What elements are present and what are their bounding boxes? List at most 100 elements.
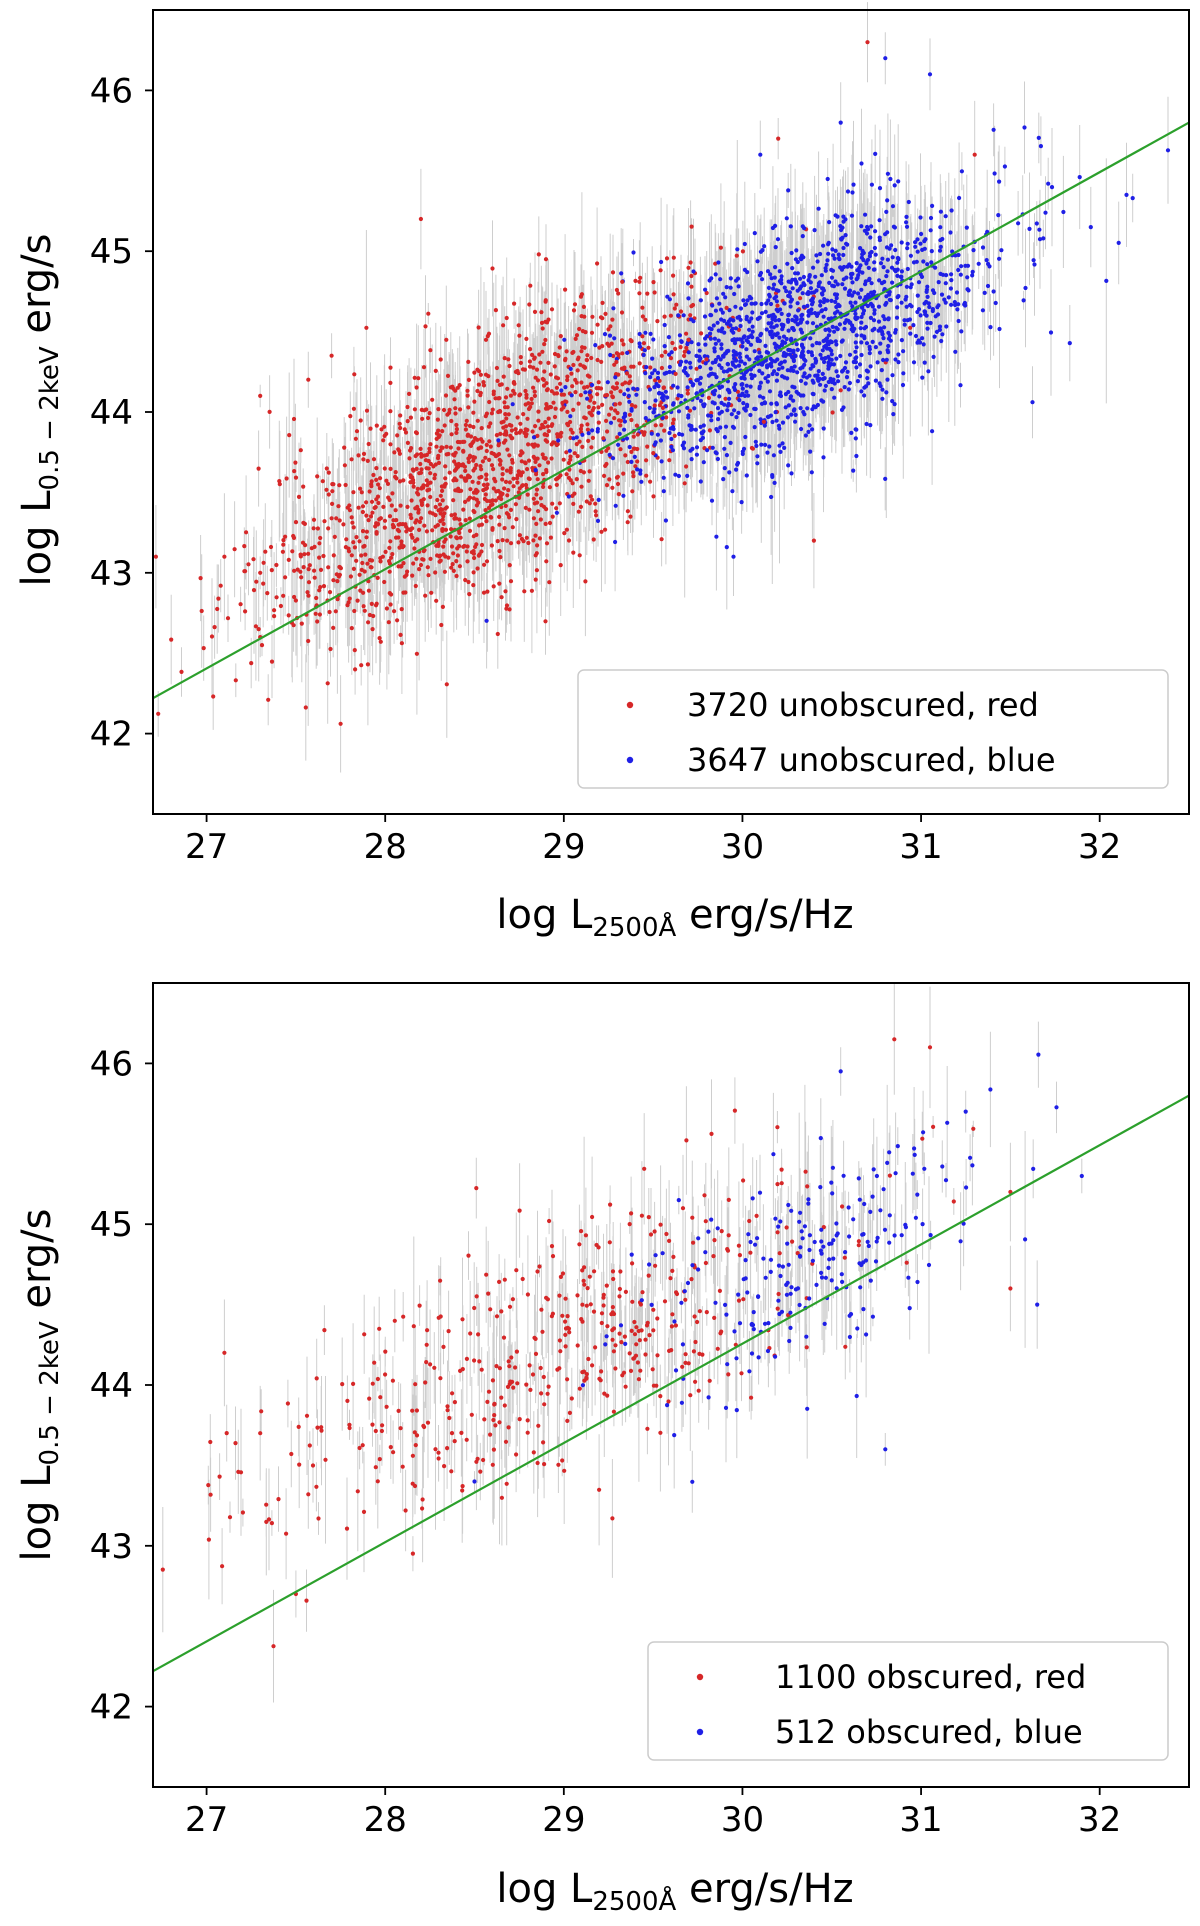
data-point-blue: [921, 342, 926, 347]
data-point-blue: [819, 273, 824, 278]
data-point-red: [724, 305, 729, 310]
data-point-red: [499, 595, 504, 600]
data-point-red: [415, 486, 420, 491]
data-point-red: [336, 504, 341, 509]
data-point-blue: [782, 301, 787, 306]
data-point-red: [590, 435, 596, 440]
data-point-blue: [709, 413, 714, 419]
data-point-blue: [891, 412, 896, 417]
data-point-blue: [956, 267, 961, 273]
data-point-red: [452, 1439, 457, 1444]
data-point-red: [209, 634, 215, 639]
data-point-blue: [810, 407, 815, 412]
data-point-blue: [930, 203, 935, 208]
data-point-blue: [826, 360, 831, 365]
data-point-red: [333, 609, 338, 614]
data-point-red: [564, 450, 569, 455]
data-point-blue: [862, 228, 868, 233]
data-point-blue: [944, 324, 949, 329]
data-point-red: [558, 1349, 563, 1354]
data-point-red: [518, 428, 524, 433]
data-point-red: [640, 334, 645, 339]
data-point-blue: [875, 1235, 880, 1240]
data-point-blue: [749, 376, 755, 381]
data-point-red: [589, 445, 594, 450]
data-point-blue: [1104, 278, 1109, 283]
data-point-red: [281, 542, 286, 547]
data-point-red: [475, 367, 480, 372]
data-point-blue: [734, 467, 739, 472]
data-point-red: [531, 1450, 536, 1455]
data-point-red: [369, 499, 375, 504]
data-point-red: [472, 436, 478, 441]
data-point-blue: [857, 362, 863, 367]
data-point-blue: [695, 378, 701, 383]
data-point-blue: [690, 1479, 695, 1484]
data-point-blue: [768, 1269, 773, 1274]
y-tick-label: 45: [90, 1205, 133, 1245]
data-point-red: [483, 508, 488, 513]
data-point-blue: [881, 357, 886, 363]
data-point-red: [856, 1243, 861, 1248]
data-point-red: [412, 546, 417, 551]
data-point-red: [573, 336, 578, 341]
data-point-blue: [724, 1312, 729, 1317]
data-point-blue: [663, 518, 669, 523]
data-point-blue: [761, 1256, 766, 1261]
data-point-red: [314, 1484, 319, 1489]
data-point-blue: [715, 320, 720, 325]
data-point-blue: [884, 274, 889, 279]
data-point-red: [593, 501, 598, 506]
data-point-red: [474, 462, 479, 468]
data-point-red: [693, 1379, 698, 1384]
data-point-blue: [713, 341, 718, 346]
data-point-red: [557, 1338, 563, 1343]
data-point-blue: [800, 291, 805, 296]
data-point-red: [520, 483, 525, 488]
data-point-red: [587, 1274, 592, 1279]
data-point-red: [590, 1363, 595, 1368]
data-point-red: [281, 593, 286, 598]
data-point-red: [507, 453, 512, 458]
data-point-red: [514, 1268, 519, 1273]
data-point-red: [574, 442, 579, 447]
data-point-blue: [786, 188, 791, 193]
data-point-red: [388, 466, 393, 471]
data-point-blue: [732, 408, 737, 413]
data-point-red: [908, 325, 913, 330]
x-tick-label: 27: [185, 1800, 228, 1840]
data-point-blue: [997, 326, 1002, 332]
data-point-red: [518, 473, 524, 478]
data-point-red: [614, 381, 620, 386]
data-point-blue: [916, 307, 922, 312]
data-point-blue: [778, 449, 783, 454]
data-point-red: [544, 1295, 549, 1300]
data-point-blue: [814, 253, 819, 258]
data-point-red: [452, 397, 457, 402]
data-point-blue: [774, 323, 779, 328]
data-point-red: [558, 381, 563, 386]
data-point-red: [349, 457, 354, 462]
data-point-red: [493, 498, 498, 503]
data-point-red: [360, 560, 365, 566]
data-point-red: [505, 405, 510, 410]
data-point-blue: [675, 385, 680, 390]
data-point-blue: [964, 225, 969, 230]
data-point-red: [361, 1509, 367, 1514]
data-point-blue: [803, 433, 809, 438]
data-point-red: [510, 388, 516, 393]
data-point-red: [536, 509, 541, 514]
data-point-blue: [723, 424, 729, 429]
data-point-blue: [729, 412, 734, 417]
data-point-red: [342, 445, 347, 450]
data-point-red: [389, 503, 394, 508]
data-point-red: [619, 1340, 624, 1345]
data-point-red: [398, 632, 403, 638]
data-point-red: [552, 364, 557, 369]
data-point-red: [503, 395, 509, 400]
data-point-red: [892, 1037, 897, 1042]
data-point-blue: [783, 405, 788, 410]
data-point-blue: [822, 359, 827, 365]
data-point-red: [689, 284, 694, 289]
data-point-red: [516, 323, 521, 328]
